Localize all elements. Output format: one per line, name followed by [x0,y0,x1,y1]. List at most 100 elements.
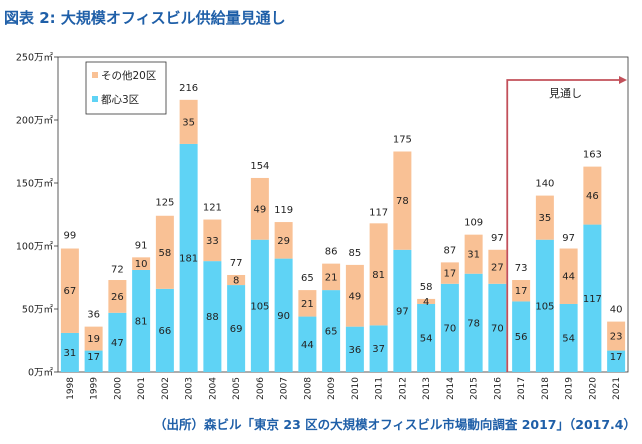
value-label-toshin: 37 [372,344,385,355]
value-label-other: 4 [423,297,429,308]
x-tick-label: 2017 [517,377,527,400]
chart-bars: 31 67 99 17 19 36 47 26 72 81 10 91 66 58 125 181 35 216 8… [60,83,626,372]
bar-other-1998 [60,248,79,333]
bar-toshin-2021 [607,350,626,372]
bar-other-2003 [179,99,198,144]
bar-toshin-2020 [583,224,602,372]
bar-toshin-2004 [203,261,222,372]
value-label-toshin: 65 [325,327,338,338]
value-label-other: 35 [539,213,552,224]
value-label-other: 31 [467,250,480,261]
x-tick-label: 2013 [422,377,432,400]
total-label: 109 [464,218,483,229]
total-label: 58 [420,282,433,293]
value-label-toshin: 44 [301,340,314,351]
bar-other-2017 [512,280,531,302]
value-label-toshin: 31 [64,348,77,359]
bar-toshin-2008 [298,316,317,372]
value-label-other: 81 [372,270,385,281]
total-label: 154 [250,161,269,172]
total-label: 40 [610,305,623,316]
total-label: 85 [349,248,362,259]
x-tick-label: 1999 [90,377,100,400]
bar-other-2010 [345,264,364,327]
x-tick-label: 2018 [541,377,551,400]
bar-other-2002 [155,215,174,289]
total-label: 73 [515,263,528,274]
x-tick-label: 2014 [446,377,456,400]
value-label-toshin: 54 [562,333,575,344]
x-tick-label: 2007 [280,377,290,400]
bar-other-2005 [227,274,246,286]
total-label: 99 [64,230,77,241]
x-tick-label: 2004 [208,377,218,400]
bar-toshin-2007 [274,258,293,372]
bar-other-2015 [464,234,483,274]
x-tick-label: 2016 [493,377,503,400]
value-label-toshin: 47 [111,338,124,349]
total-label: 87 [444,245,457,256]
x-tick-label: 2019 [565,377,575,400]
bar-other-2020 [583,166,602,225]
total-label: 65 [301,273,314,284]
legend-label-other: その他20区 [101,69,156,82]
bar-other-2013 [417,298,436,304]
bar-toshin-2018 [535,239,554,372]
source-note: （出所）森ビル「東京 23 区の大規模オフィスビル市場動向調査 2017」（20… [154,417,636,432]
total-label: 77 [230,258,243,269]
value-label-toshin: 54 [420,333,433,344]
total-label: 163 [583,150,602,161]
x-tick-label: 2012 [398,377,408,400]
forecast-arrowhead [619,76,627,84]
bar-other-2021 [607,321,626,351]
bar-toshin-2000 [108,312,127,372]
forecast-bracket-line [506,79,620,372]
total-label: 119 [274,205,293,216]
value-label-toshin: 78 [467,318,480,329]
bar-toshin-1998 [60,332,79,372]
total-label: 140 [535,179,554,190]
x-tick-label: 2006 [256,377,266,400]
value-label-other: 26 [111,292,124,303]
bar-other-2012 [393,151,412,250]
bar-other-2009 [322,263,341,291]
y-tick-label: 100万㎡ [16,242,54,253]
bar-other-2014 [440,262,459,284]
value-label-other: 78 [396,196,409,207]
value-label-toshin: 97 [396,306,409,317]
legend-box [85,61,167,115]
total-label: 72 [111,264,124,275]
value-label-other: 58 [159,248,172,259]
value-label-other: 17 [515,286,528,297]
bar-toshin-2016 [488,283,507,372]
value-label-toshin: 81 [135,316,148,327]
value-label-other: 35 [182,117,195,128]
chart-legend: その他20区 都心3区 [85,61,167,115]
value-label-other: 27 [491,262,504,273]
value-label-toshin: 88 [206,312,219,323]
bar-toshin-2019 [559,303,578,372]
bar-toshin-2015 [464,273,483,372]
bar-toshin-2017 [512,301,531,372]
x-tick-label: 2010 [351,377,361,400]
legend-swatch-other [92,72,98,78]
y-tick-label: 150万㎡ [16,179,54,190]
bar-other-2001 [132,257,151,270]
y-tick-label: 0万㎡ [28,368,54,379]
value-label-toshin: 69 [230,324,243,335]
value-label-other: 10 [135,259,148,270]
x-tick-label: 2021 [612,377,622,400]
bar-toshin-2013 [417,303,436,372]
value-label-other: 8 [233,276,239,287]
value-label-other: 23 [610,332,623,343]
value-label-toshin: 70 [491,323,504,334]
value-label-toshin: 36 [349,345,362,356]
bar-toshin-2001 [132,269,151,372]
value-label-other: 67 [64,286,77,297]
bar-other-2011 [369,223,388,326]
forecast-label: 見通し [549,87,582,100]
total-label: 36 [87,310,100,321]
x-tick-label: 2009 [327,377,337,400]
value-label-other: 49 [349,291,362,302]
